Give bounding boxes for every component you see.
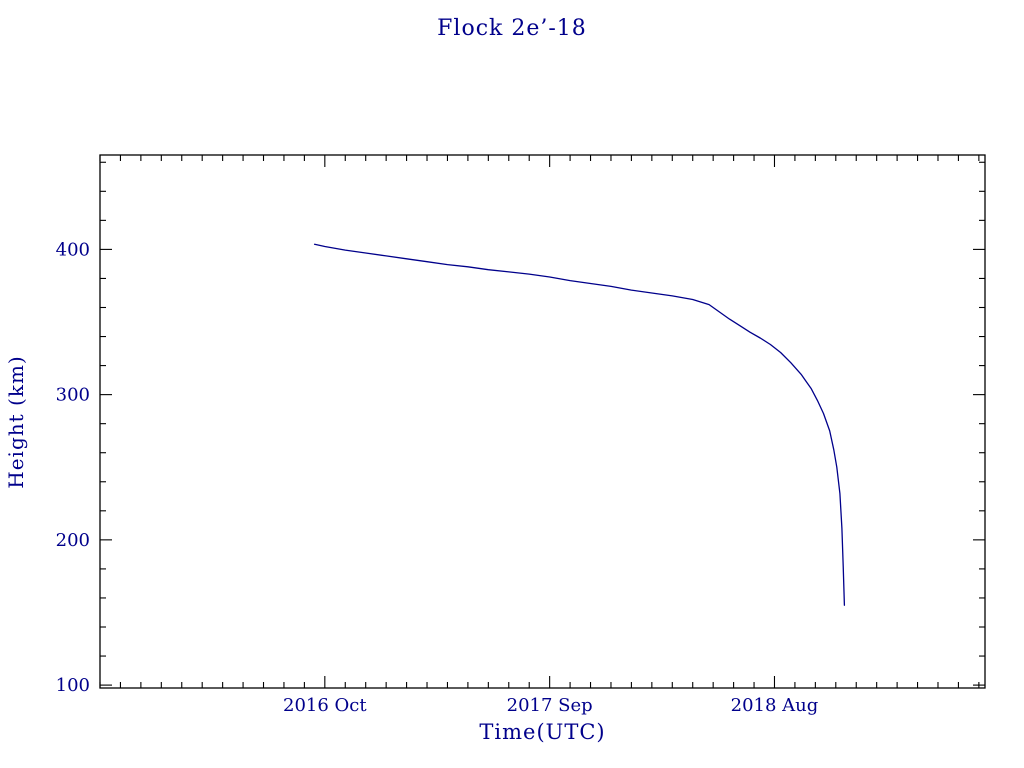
plot-frame — [99, 154, 986, 689]
y-tick-label: 400 — [56, 239, 90, 260]
x-tick-label: 2018 Aug — [731, 695, 819, 716]
y-tick-label: 300 — [56, 385, 90, 406]
y-tick-label: 200 — [56, 530, 90, 551]
y-tick-label: 100 — [56, 675, 90, 696]
x-tick-label: 2017 Sep — [507, 695, 593, 716]
chart-title: Flock 2e’-18 — [437, 16, 587, 41]
x-tick-label: 2016 Oct — [283, 695, 367, 716]
height-curve — [313, 243, 846, 606]
x-axis-title: Time(UTC) — [479, 720, 606, 744]
